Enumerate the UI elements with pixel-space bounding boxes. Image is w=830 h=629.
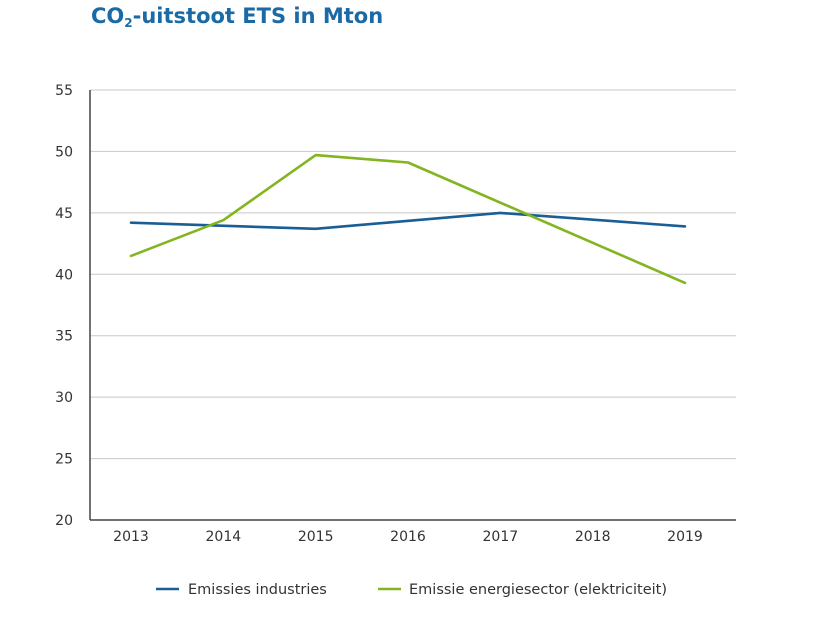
y-tick-20: 20 bbox=[55, 513, 73, 529]
x-tick-2013: 2013 bbox=[113, 529, 149, 545]
x-tick-2018: 2018 bbox=[575, 529, 611, 545]
y-tick-25: 25 bbox=[55, 452, 73, 468]
legend: Emissies industries Emissie energiesector… bbox=[156, 582, 667, 598]
gridlines bbox=[90, 89, 736, 460]
axes bbox=[89, 90, 736, 521]
y-tick-30: 30 bbox=[55, 390, 73, 406]
x-tick-2014: 2014 bbox=[206, 529, 242, 545]
x-tick-2016: 2016 bbox=[390, 529, 426, 545]
series-line-1 bbox=[129, 211, 687, 231]
x-tick-2015: 2015 bbox=[298, 529, 334, 545]
y-tick-35: 35 bbox=[55, 329, 73, 345]
y-tick-50: 50 bbox=[55, 144, 73, 160]
x-tick-labels: 2013 2014 2015 2016 2017 2018 2019 bbox=[113, 529, 703, 545]
y-tick-labels: 20 25 30 35 40 45 50 55 bbox=[55, 83, 73, 529]
legend-label-1: Emissies industries bbox=[188, 582, 327, 598]
x-tick-2019: 2019 bbox=[667, 529, 703, 545]
x-tick-2017: 2017 bbox=[483, 529, 519, 545]
legend-label-2: Emissie energiesector (elektriciteit) bbox=[409, 582, 667, 598]
chart-title: CO2-uitstoot ETS in Mton bbox=[91, 4, 384, 30]
series-lines bbox=[129, 153, 687, 285]
series-line-2 bbox=[129, 153, 687, 285]
y-tick-45: 45 bbox=[55, 206, 73, 222]
y-tick-40: 40 bbox=[55, 267, 73, 283]
y-tick-55: 55 bbox=[55, 83, 73, 99]
